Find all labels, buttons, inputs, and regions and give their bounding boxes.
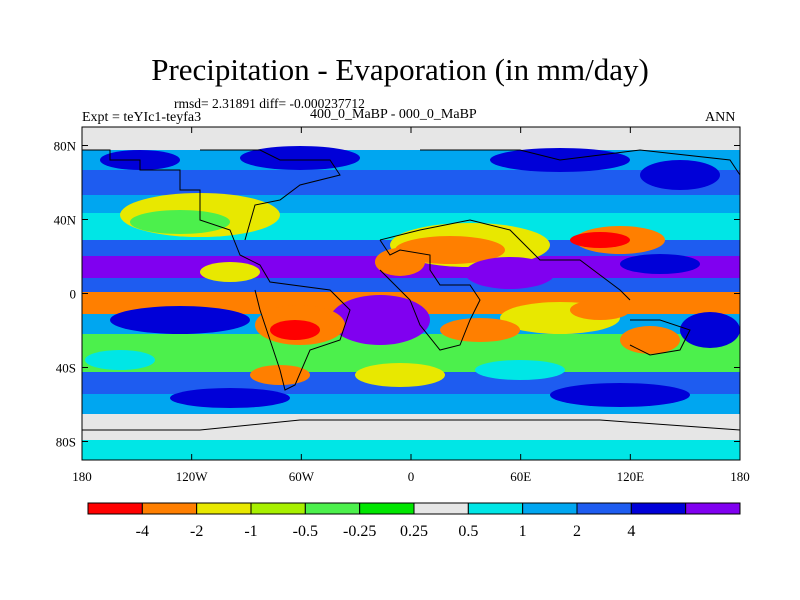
colorbar: -4 -2 -1 -0.5 -0.25 0.25 0.5 1 2 4	[87, 502, 741, 540]
colorbar-label: -2	[190, 523, 203, 540]
field-patch	[240, 146, 360, 170]
stats-label: rmsd= 2.31891 diff= -0.000237712	[174, 96, 365, 111]
field-patch	[550, 383, 690, 407]
colorbar-swatch	[196, 502, 252, 515]
colorbar-swatch	[630, 502, 687, 515]
field-patch	[355, 363, 445, 387]
field-patch	[570, 300, 630, 320]
season-label: ANN	[705, 110, 736, 125]
lon-tick-label: 0	[408, 469, 415, 484]
coastline	[82, 419, 740, 431]
field-patch	[270, 320, 320, 340]
colorbar-swatch	[141, 502, 198, 515]
colorbar-swatch	[576, 502, 632, 515]
field-patch	[170, 388, 290, 408]
colorbar-swatch	[250, 502, 306, 515]
colorbar-swatch	[304, 502, 361, 515]
lat-tick-label: 40N	[54, 213, 77, 228]
colorbar-label: 0.25	[400, 523, 428, 540]
period-label: 400_0_MaBP - 000_0_MaBP	[310, 107, 477, 122]
lat-tick-label: 80N	[54, 139, 77, 154]
latitude-axis: 80N 40N 0 40S 80S	[54, 139, 740, 450]
field-patch	[475, 360, 565, 380]
field-patch	[440, 318, 520, 342]
field-band	[82, 278, 740, 292]
field-patch	[250, 365, 310, 385]
field-band	[82, 440, 740, 460]
plot-title: Precipitation - Evaporation (in mm/day)	[151, 52, 649, 87]
lon-tick-label: 60W	[289, 469, 315, 484]
lon-tick-label: 120W	[176, 469, 209, 484]
field-patch	[85, 350, 155, 370]
field-patch	[130, 210, 230, 234]
colorbar-swatch	[685, 502, 741, 515]
colorbar-swatch	[359, 502, 415, 515]
coastlines	[82, 149, 740, 431]
field-patch	[680, 312, 740, 348]
lon-tick-label: 180	[730, 469, 750, 484]
colorbar-label: -0.25	[343, 523, 376, 540]
colorbar-swatch	[522, 502, 578, 515]
field-patch	[465, 257, 555, 289]
lat-tick-label: 80S	[56, 435, 76, 450]
colorbar-label: 1	[519, 523, 527, 540]
colorbar-swatch	[87, 502, 143, 515]
colorbar-label: 0.5	[458, 523, 478, 540]
experiment-label: Expt = teYIc1-teyfa3	[82, 110, 202, 125]
field-patch	[570, 232, 630, 248]
colorbar-label: 4	[627, 523, 635, 540]
lon-tick-label: 60E	[510, 469, 531, 484]
colorbar-swatch	[413, 502, 469, 515]
field-patch	[110, 306, 250, 334]
colorbar-label: 2	[573, 523, 581, 540]
coastline	[629, 319, 691, 356]
map-field	[82, 127, 740, 460]
colorbar-swatch	[467, 502, 524, 515]
field-patch	[640, 160, 720, 190]
field-patch	[620, 326, 680, 354]
lon-tick-label: 120E	[617, 469, 645, 484]
field-patch	[375, 248, 425, 276]
field-patch	[330, 295, 430, 345]
lat-tick-label: 0	[70, 287, 77, 302]
field-patch	[200, 262, 260, 282]
longitude-axis: 180 120W 60W 0 60E 120E 180	[72, 127, 750, 484]
field-band	[82, 170, 740, 195]
coastline	[200, 149, 341, 241]
lat-tick-label: 40S	[56, 361, 76, 376]
coastline	[420, 149, 740, 176]
colorbar-label: -1	[244, 523, 257, 540]
field-patch	[620, 254, 700, 274]
colorbar-label: -0.5	[293, 523, 318, 540]
coastline	[82, 149, 351, 391]
lon-tick-label: 180	[72, 469, 92, 484]
coastline	[379, 239, 481, 351]
field-band	[82, 414, 740, 444]
coastline	[379, 219, 631, 301]
colorbar-label: -4	[136, 523, 149, 540]
field-band	[82, 150, 740, 172]
